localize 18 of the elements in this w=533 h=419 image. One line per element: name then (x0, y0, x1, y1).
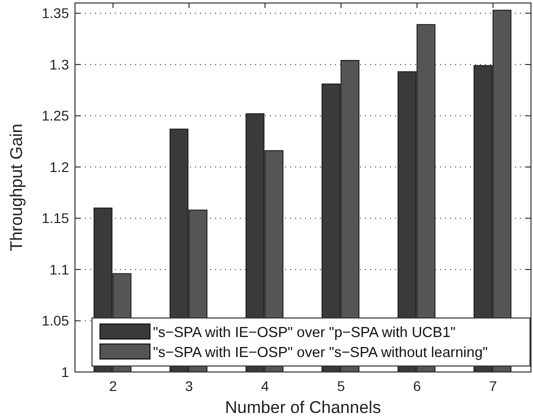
legend-label: "s−SPA with IE−OSP" over "s−SPA without learning" (153, 345, 488, 362)
x-tick-label: 5 (337, 378, 346, 394)
y-tick-label: 1 (61, 364, 70, 380)
x-tick-label: 3 (185, 378, 194, 394)
x-tick-label: 4 (261, 378, 270, 394)
y-tick-label: 1.05 (42, 312, 70, 329)
y-axis-title: Throughput Gain (7, 124, 26, 252)
x-tick-label: 6 (413, 378, 422, 394)
y-tick-label: 1.25 (42, 108, 70, 124)
y-tick-label: 1.3 (50, 56, 70, 72)
x-tick-label: 2 (109, 378, 118, 394)
y-tick-label: 1.2 (50, 158, 70, 175)
legend-label: "s−SPA with IE−OSP" over "p−SPA with UCB1" (153, 325, 456, 342)
x-tick-label: 7 (489, 378, 498, 394)
y-tick-label: 1.1 (50, 261, 70, 278)
x-axis-title: Number of Channels (225, 398, 381, 417)
y-tick-label: 1.35 (42, 5, 70, 22)
y-tick-label: 1.15 (42, 210, 70, 226)
